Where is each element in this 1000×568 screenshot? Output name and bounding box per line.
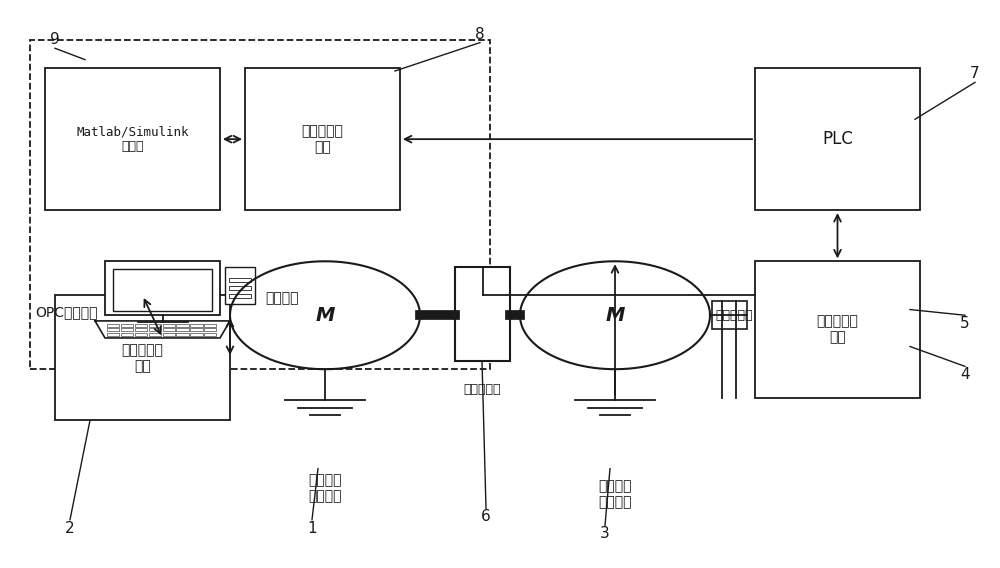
- Bar: [55, 295, 230, 420]
- Bar: [176, 328, 189, 331]
- Text: 上位机控制
系统: 上位机控制 系统: [302, 124, 343, 154]
- Polygon shape: [95, 321, 230, 338]
- Bar: [121, 324, 133, 327]
- Bar: [149, 333, 161, 336]
- Bar: [204, 328, 216, 331]
- Text: 9: 9: [50, 32, 60, 47]
- Bar: [225, 267, 255, 304]
- Bar: [204, 333, 216, 336]
- Bar: [229, 286, 251, 290]
- Text: PLC: PLC: [822, 130, 853, 148]
- Bar: [107, 324, 119, 327]
- Text: 4: 4: [960, 367, 970, 382]
- Text: 8: 8: [475, 27, 485, 41]
- Text: 3: 3: [600, 527, 610, 541]
- Bar: [229, 278, 251, 282]
- Bar: [204, 324, 216, 327]
- Bar: [245, 68, 400, 210]
- Bar: [107, 333, 119, 336]
- Text: 速度传感器: 速度传感器: [715, 309, 753, 321]
- Text: OPC通讯技术: OPC通讯技术: [35, 306, 98, 319]
- Bar: [149, 328, 161, 331]
- Bar: [190, 324, 203, 327]
- Bar: [121, 333, 133, 336]
- Text: 控制电脑: 控制电脑: [265, 291, 298, 305]
- Bar: [455, 267, 510, 361]
- Bar: [45, 68, 220, 210]
- Text: Matlab/Simulink
仿真器: Matlab/Simulink 仿真器: [76, 125, 189, 153]
- Text: 永磁同步
推进电机: 永磁同步 推进电机: [308, 473, 342, 504]
- Text: 推进电机变
频器: 推进电机变 频器: [122, 343, 163, 373]
- Bar: [162, 328, 175, 331]
- Text: 1: 1: [307, 521, 317, 536]
- Text: 负载电机变
频器: 负载电机变 频器: [817, 314, 858, 345]
- Bar: [162, 324, 175, 327]
- Bar: [107, 328, 119, 331]
- Bar: [30, 40, 490, 369]
- Text: 6: 6: [481, 509, 491, 524]
- Text: M: M: [315, 306, 335, 325]
- Text: 2: 2: [65, 521, 75, 536]
- Bar: [105, 261, 220, 315]
- Text: 5: 5: [960, 316, 970, 331]
- Bar: [121, 328, 133, 331]
- Bar: [712, 301, 747, 329]
- Bar: [755, 68, 920, 210]
- Bar: [135, 324, 147, 327]
- Bar: [149, 324, 161, 327]
- Bar: [190, 333, 203, 336]
- Text: 扭矩传感器: 扭矩传感器: [464, 383, 501, 395]
- Text: 三相异步
负载电机: 三相异步 负载电机: [598, 479, 632, 509]
- Bar: [229, 294, 251, 298]
- Bar: [113, 269, 212, 311]
- Bar: [135, 328, 147, 331]
- Text: 7: 7: [970, 66, 980, 81]
- Text: M: M: [605, 306, 625, 325]
- Bar: [755, 261, 920, 398]
- Bar: [176, 324, 189, 327]
- Bar: [176, 333, 189, 336]
- Bar: [135, 333, 147, 336]
- Bar: [190, 328, 203, 331]
- Bar: [162, 333, 175, 336]
